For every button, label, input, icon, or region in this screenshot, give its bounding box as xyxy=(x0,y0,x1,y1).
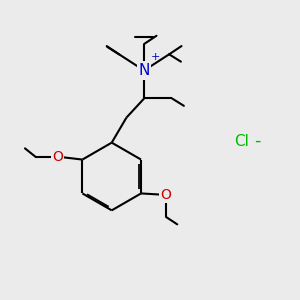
Text: N: N xyxy=(138,63,150,78)
Text: -: - xyxy=(254,132,261,150)
Text: O: O xyxy=(52,150,63,164)
Text: +: + xyxy=(151,52,160,62)
Text: Cl: Cl xyxy=(234,134,249,149)
Text: O: O xyxy=(160,188,172,202)
